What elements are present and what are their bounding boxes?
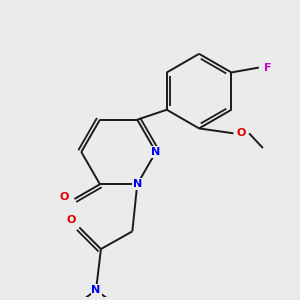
Text: O: O — [67, 214, 76, 225]
Text: F: F — [264, 63, 272, 73]
Text: N: N — [151, 147, 160, 157]
Text: N: N — [92, 285, 100, 295]
Text: O: O — [237, 128, 246, 138]
Text: O: O — [60, 192, 69, 202]
Text: N: N — [133, 179, 142, 189]
